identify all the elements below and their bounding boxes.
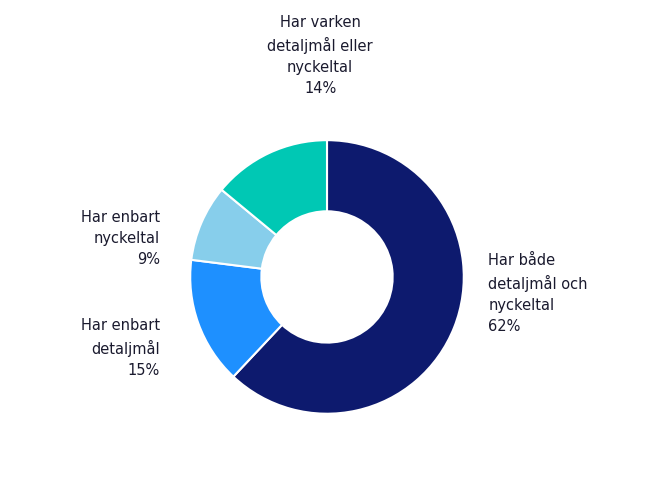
Wedge shape bbox=[192, 190, 277, 269]
Circle shape bbox=[262, 211, 392, 343]
Wedge shape bbox=[190, 260, 282, 377]
Text: Har enbart
detaljmål
15%: Har enbart detaljmål 15% bbox=[81, 318, 160, 378]
Text: Har varken
detaljmål eller
nyckeltal
14%: Har varken detaljmål eller nyckeltal 14% bbox=[267, 15, 373, 97]
Text: Har både
detaljmål och
nyckeltal
62%: Har både detaljmål och nyckeltal 62% bbox=[489, 253, 588, 334]
Wedge shape bbox=[222, 140, 327, 235]
Wedge shape bbox=[233, 140, 464, 414]
Text: Har enbart
nyckeltal
9%: Har enbart nyckeltal 9% bbox=[81, 210, 160, 267]
